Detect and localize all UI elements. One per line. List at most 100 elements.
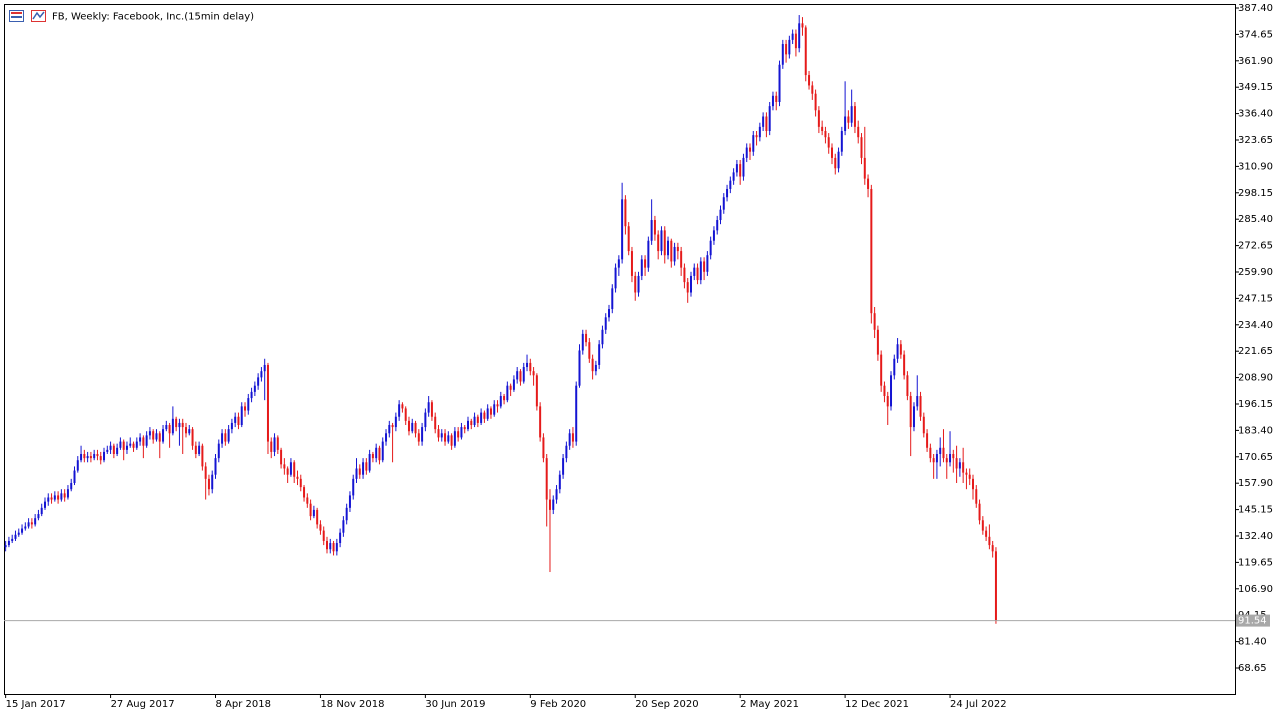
candle-body [198,445,201,454]
candle-body [342,520,345,533]
candle-body [480,412,483,423]
candle-body [634,275,637,293]
candle-body [7,540,10,546]
candle-body [263,364,266,372]
candle-body [952,453,955,459]
candle-body [404,408,407,421]
candle-body [699,261,702,281]
candle-body [667,240,670,256]
candle-body [535,375,538,407]
candle-body [840,130,843,152]
x-tick-label: 8 Apr 2018 [216,699,271,710]
candle-body [37,514,40,519]
candle-body [703,261,706,272]
candle-body [503,396,506,401]
candle-body [516,371,519,380]
candle-body [686,282,689,293]
chart-icons [9,10,46,22]
candle-body [752,135,755,152]
candle-body [578,350,581,386]
candle-body [539,406,542,438]
candle-body [453,431,456,446]
candle-body [644,259,647,268]
candle-body [919,396,922,417]
candle-body [230,422,233,430]
y-tick-label: 119.65 [1238,557,1273,568]
y-tick-label: 106.90 [1238,584,1273,595]
candle-body [60,493,63,500]
candle-body [693,267,696,276]
candle-body [942,447,945,459]
candle-body [988,536,991,546]
x-tick-label: 24 Jul 2022 [950,699,1007,710]
candle-body [673,246,676,262]
candle-body [771,95,774,107]
candle-body [332,543,335,552]
candle-body [903,354,906,376]
candle-body [981,520,984,531]
candle-body [184,427,187,434]
candle-body [912,406,915,428]
candle-body [57,495,60,500]
candle-body [663,230,666,256]
candle-body [604,317,607,330]
candle-body [276,437,279,450]
candle-body [430,402,433,417]
candle-body [591,358,594,372]
candle-body [640,259,643,276]
candle-body [414,422,417,434]
candle-body [148,431,151,436]
y-tick-label: 145.15 [1238,505,1273,516]
candle-body [394,416,397,428]
candle-body [496,404,499,407]
candle-body [781,44,784,65]
candle-body [794,33,797,49]
candle-body [745,147,748,158]
candle-body [181,422,184,428]
candle-body [621,199,624,260]
candle-body [335,543,338,552]
candle-body [588,342,591,359]
candle-body [207,478,210,490]
candle-body [155,433,158,440]
candle-body [512,379,515,390]
candle-body [971,478,974,490]
candle-body [712,230,715,241]
candle-body [545,458,548,500]
candle-body [965,472,968,475]
candle-body [201,445,204,467]
candle-body [73,470,76,483]
candle-body [696,267,699,281]
y-tick-label: 310.90 [1238,161,1273,172]
candle-body [4,545,7,548]
candle-body [962,462,965,473]
candle-body [945,458,948,463]
candle-body [811,85,814,94]
candle-body [355,468,358,479]
candle-body [175,418,178,428]
candle-body [296,476,299,479]
candle-body [893,358,896,376]
candle-body [657,234,660,252]
candle-body [808,75,811,86]
candle-body [624,199,627,227]
candle-body [450,435,453,446]
candle-body [830,147,833,158]
candle-body [827,137,830,148]
candle-body [801,23,804,28]
y-tick-label: 221.65 [1238,346,1273,357]
candle-body [447,435,450,442]
x-tick-label: 20 Sep 2020 [635,699,698,710]
candle-body [683,267,686,283]
candle-body [926,433,929,448]
candle-body [158,433,161,442]
candle-body [27,522,30,527]
candle-body [509,385,512,390]
candle-body [850,106,853,123]
candle-body [939,447,942,454]
candle-body [722,197,725,210]
candle-body [142,437,145,446]
candle-body [70,482,73,490]
candle-body [886,396,889,407]
candle-body [653,220,656,235]
